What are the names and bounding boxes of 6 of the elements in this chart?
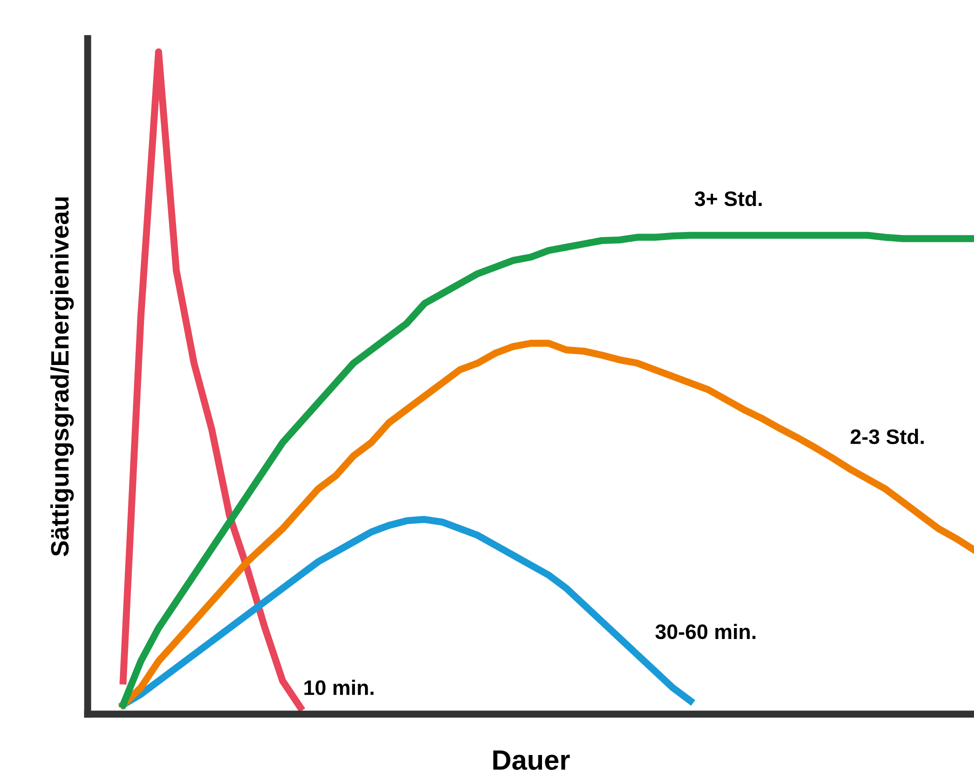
series-label: 3+ Std. [694,190,762,206]
series-label: 30-60 min. [655,624,756,640]
series-label: 10 min. [304,680,374,696]
series-label: 2-3 Std. [850,428,924,444]
x-axis-title: Dauer [493,750,570,770]
y-axis-title: Sättigungsgrad/Energieniveau [50,197,74,556]
